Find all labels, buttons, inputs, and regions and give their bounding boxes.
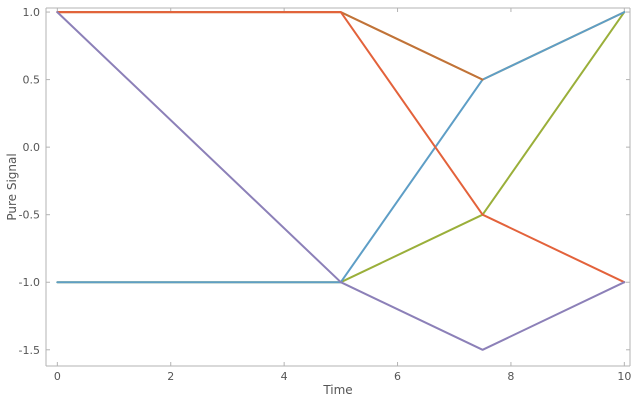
series-line-5	[56, 11, 626, 284]
x-tick-label: 2	[167, 370, 174, 383]
y-tick-label: -1.5	[19, 344, 40, 357]
x-tick-label: 6	[394, 370, 401, 383]
y-tick-label: -0.5	[19, 209, 40, 222]
series-lines	[56, 11, 626, 351]
series-line-6	[56, 11, 626, 351]
axis-ticks: 0 2 4 6 8 10 1.0 0.5 0.0 -0.5 -1.0 -1.5	[19, 6, 632, 383]
x-tick-label: 4	[281, 370, 288, 383]
series-line-4	[56, 11, 484, 81]
plot-frame	[45, 7, 631, 367]
y-tick-label: 0.0	[23, 141, 41, 154]
y-axis-title: Pure Signal	[5, 153, 19, 220]
x-tick-label: 0	[54, 370, 61, 383]
y-tick-label: 1.0	[23, 6, 41, 19]
x-axis-title: Time	[322, 383, 352, 397]
x-tick-label: 10	[617, 370, 631, 383]
series-line-1	[56, 11, 626, 81]
x-tick-label: 8	[507, 370, 514, 383]
series-line-3	[56, 11, 626, 284]
y-tick-label: 0.5	[23, 74, 41, 87]
y-tick-label: -1.0	[19, 276, 40, 289]
